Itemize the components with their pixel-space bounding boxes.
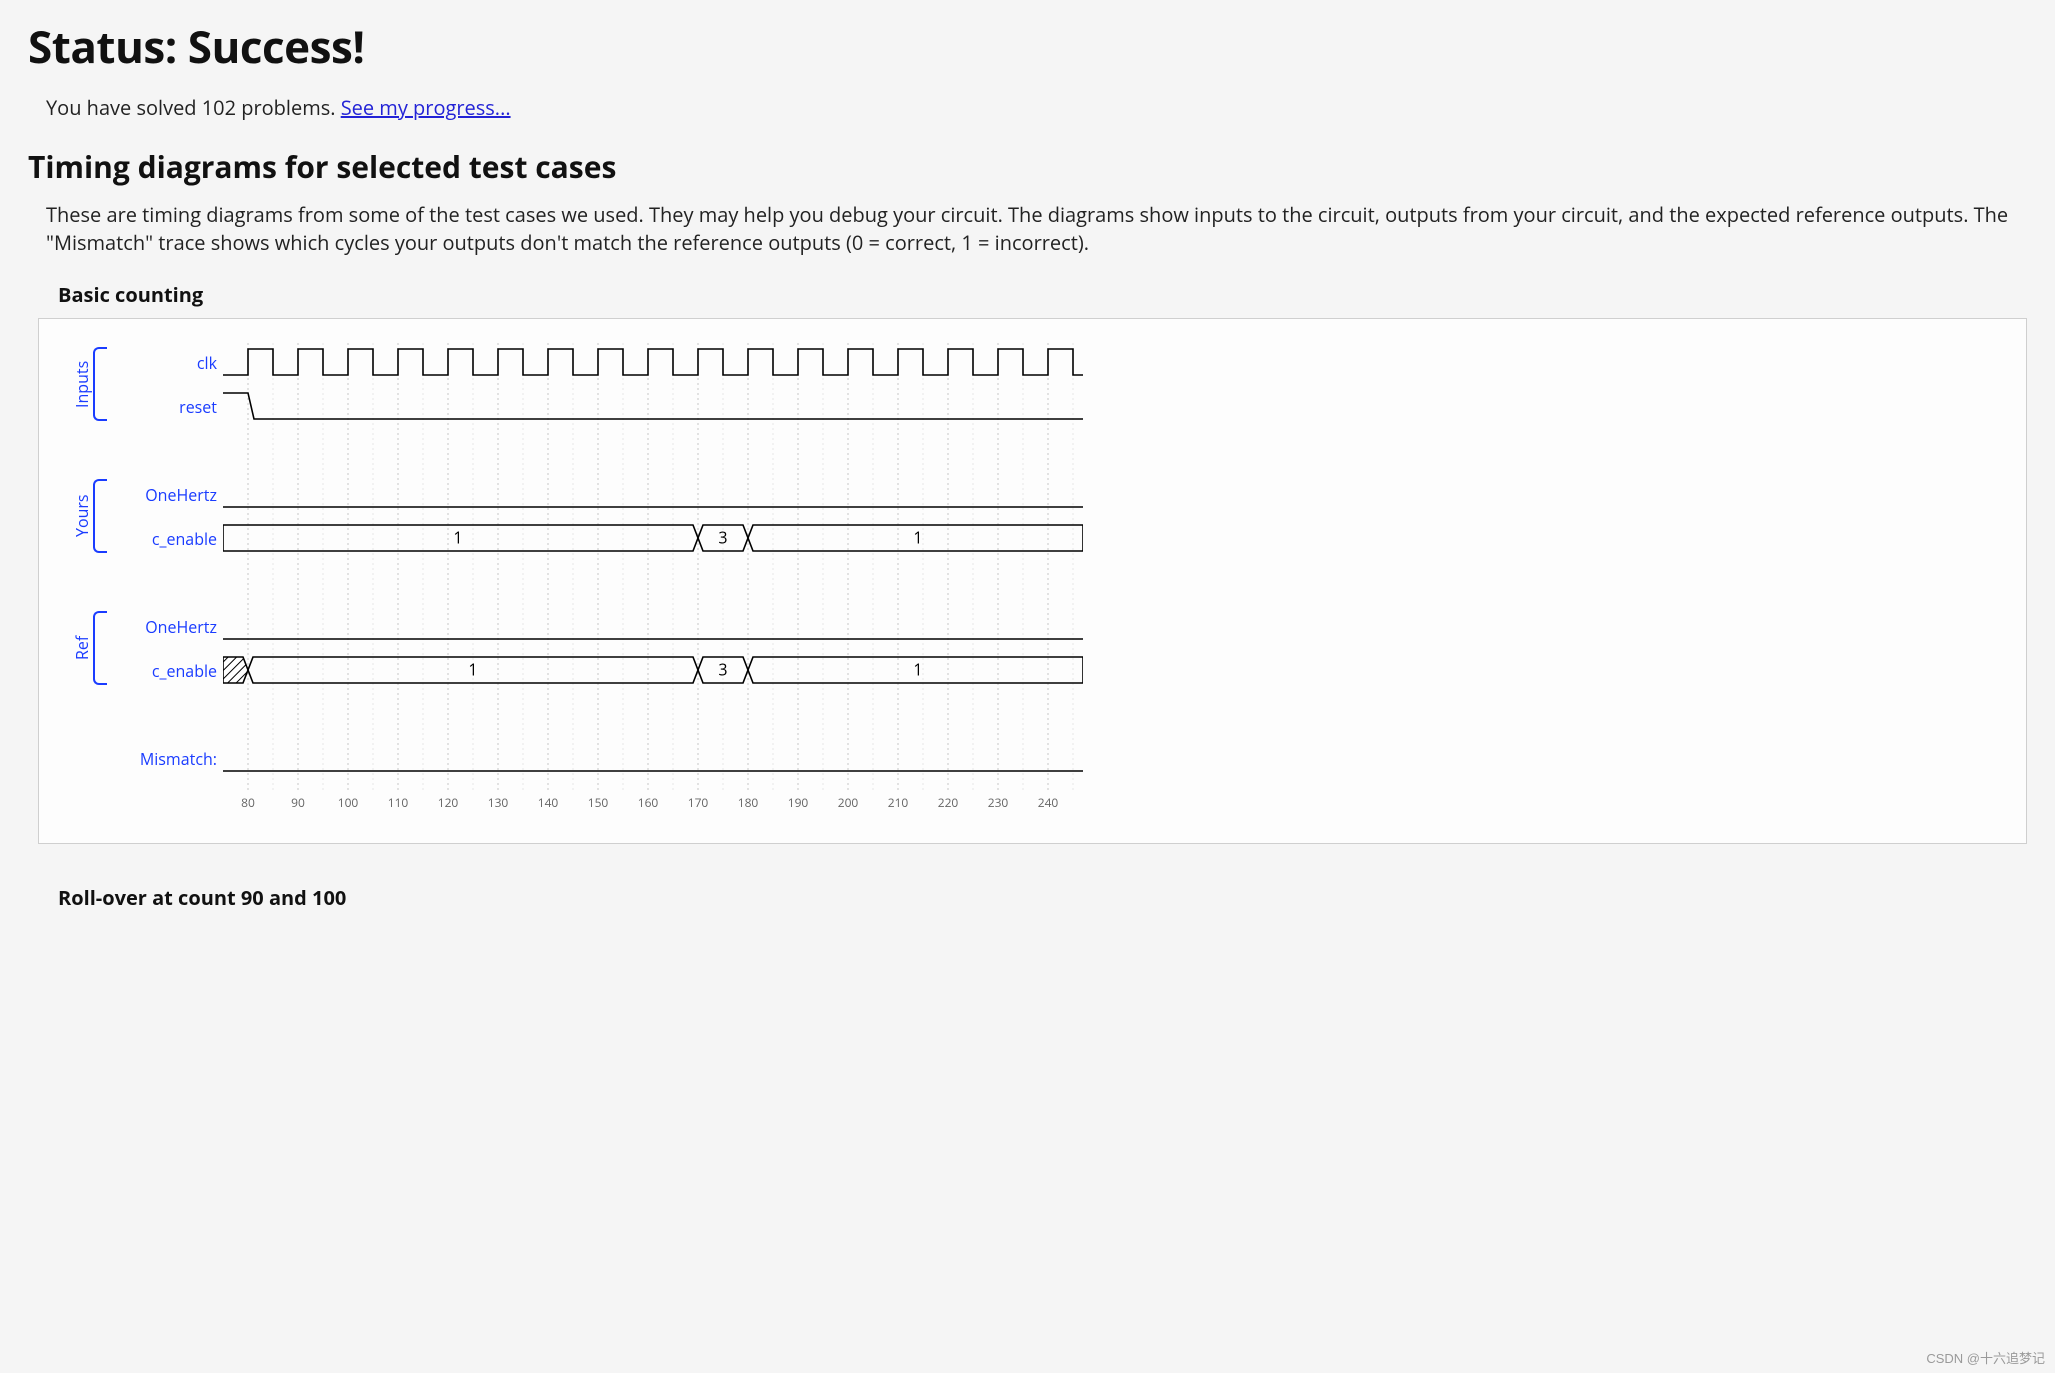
section-body: These are timing diagrams from some of t… <box>46 201 2027 257</box>
group-label-inputs: Inputs <box>71 347 89 421</box>
svg-text:140: 140 <box>538 794 559 811</box>
svg-text:130: 130 <box>488 794 509 811</box>
svg-text:180: 180 <box>738 794 759 811</box>
svg-text:1: 1 <box>453 526 462 548</box>
svg-text:80: 80 <box>241 794 255 811</box>
progress-prefix: You have solved 102 problems. <box>46 94 341 121</box>
signal-gutter: Inputs Yours Ref clk reset OneHertz c_enable On… <box>63 339 223 831</box>
svg-text:3: 3 <box>718 526 727 548</box>
svg-text:3: 3 <box>718 658 727 680</box>
svg-text:120: 120 <box>438 794 459 811</box>
progress-link[interactable]: See my progress... <box>341 94 511 121</box>
group-label-yours: Yours <box>71 479 89 553</box>
svg-text:170: 170 <box>688 794 709 811</box>
svg-text:230: 230 <box>988 794 1009 811</box>
case2-title: Roll-over at count 90 and 100 <box>58 884 2027 911</box>
progress-text: You have solved 102 problems. See my pro… <box>46 94 2027 122</box>
group-bracket <box>93 479 107 553</box>
waveform-area: 80 90 100 110 120 130 140 150 160 170 180 190 200 210… <box>223 339 2002 831</box>
group-bracket <box>93 347 107 421</box>
svg-text:1: 1 <box>913 658 922 680</box>
case1-title: Basic counting <box>58 281 2027 308</box>
section-title: Timing diagrams for selected test cases <box>28 146 2027 187</box>
svg-text:90: 90 <box>291 794 305 811</box>
signal-label-c_enable_ref: c_enable <box>152 660 217 682</box>
signal-label-c_enable: c_enable <box>152 528 217 550</box>
signal-label-OneHertz_ref: OneHertz <box>145 616 217 638</box>
signal-label-Mismatch: Mismatch: <box>140 748 217 770</box>
watermark: CSDN @十六追梦记 <box>1926 1348 2045 1367</box>
svg-text:110: 110 <box>388 794 409 811</box>
group-bracket <box>93 611 107 685</box>
svg-text:1: 1 <box>468 658 477 680</box>
svg-text:240: 240 <box>1038 794 1059 811</box>
group-label-ref: Ref <box>71 611 89 685</box>
svg-text:190: 190 <box>788 794 809 811</box>
svg-text:220: 220 <box>938 794 959 811</box>
signal-label-clk: clk <box>197 352 217 374</box>
svg-text:200: 200 <box>838 794 859 811</box>
signal-label-OneHertz: OneHertz <box>145 484 217 506</box>
svg-text:1: 1 <box>913 526 922 548</box>
svg-text:210: 210 <box>888 794 909 811</box>
waveform-svg: 80 90 100 110 120 130 140 150 160 170 180 190 200 210… <box>223 339 1083 831</box>
timing-diagram-box: Inputs Yours Ref clk reset OneHertz c_enable On… <box>38 318 2027 844</box>
svg-text:160: 160 <box>638 794 659 811</box>
page-title: Status: Success! <box>28 16 2027 76</box>
signal-label-reset: reset <box>179 396 217 418</box>
svg-text:150: 150 <box>588 794 609 811</box>
svg-text:100: 100 <box>338 794 359 811</box>
